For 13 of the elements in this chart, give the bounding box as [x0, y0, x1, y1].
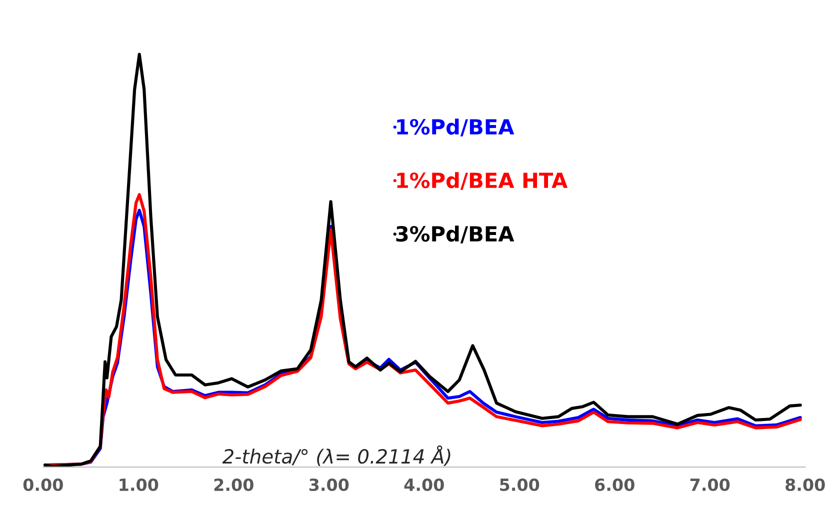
x-tick-label: 2.00: [214, 478, 254, 492]
legend-label: 3%Pd/BEA: [396, 226, 514, 244]
x-tick-label: 4.00: [404, 478, 444, 492]
x-tick-label: 0.00: [23, 478, 63, 492]
x-axis-title: 2-theta/° (λ= 0.2114 Å): [222, 445, 450, 466]
x-tick-label: 6.00: [595, 478, 634, 492]
x-tick-label: 7.00: [690, 478, 730, 492]
x-tick-label: 3.00: [309, 478, 349, 492]
x-tick-label: 8.00: [786, 478, 825, 492]
x-tick-label: 5.00: [500, 478, 540, 492]
legend-label: 1%Pd/BEA: [397, 118, 514, 136]
legend-label: 1%Pd/BEA HTA: [397, 172, 568, 190]
x-tick-label: 1.00: [120, 478, 158, 492]
